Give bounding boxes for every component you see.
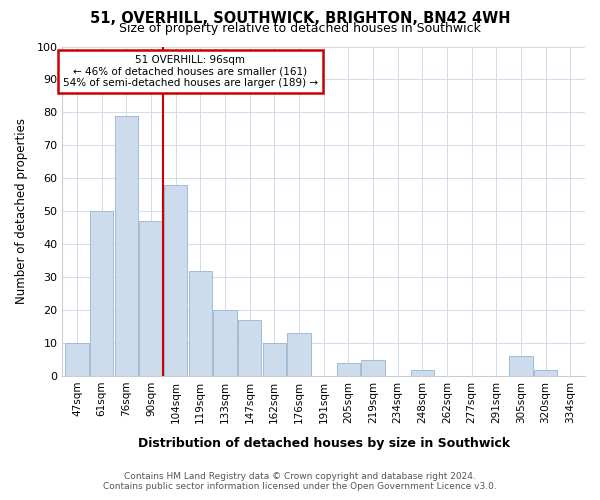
Bar — [238, 320, 262, 376]
Bar — [188, 270, 212, 376]
Text: Contains HM Land Registry data © Crown copyright and database right 2024.
Contai: Contains HM Land Registry data © Crown c… — [103, 472, 497, 491]
Text: 51, OVERHILL, SOUTHWICK, BRIGHTON, BN42 4WH: 51, OVERHILL, SOUTHWICK, BRIGHTON, BN42 … — [90, 11, 510, 26]
Bar — [287, 334, 311, 376]
Bar — [213, 310, 236, 376]
Bar — [509, 356, 533, 376]
Text: Size of property relative to detached houses in Southwick: Size of property relative to detached ho… — [119, 22, 481, 35]
Bar — [534, 370, 557, 376]
Bar — [115, 116, 138, 376]
X-axis label: Distribution of detached houses by size in Southwick: Distribution of detached houses by size … — [137, 437, 509, 450]
Text: 51 OVERHILL: 96sqm
← 46% of detached houses are smaller (161)
54% of semi-detach: 51 OVERHILL: 96sqm ← 46% of detached hou… — [63, 54, 318, 88]
Bar — [164, 185, 187, 376]
Bar — [337, 363, 360, 376]
Bar — [410, 370, 434, 376]
Bar — [263, 343, 286, 376]
Bar — [139, 221, 163, 376]
Bar — [361, 360, 385, 376]
Bar — [65, 343, 89, 376]
Bar — [90, 212, 113, 376]
Y-axis label: Number of detached properties: Number of detached properties — [15, 118, 28, 304]
